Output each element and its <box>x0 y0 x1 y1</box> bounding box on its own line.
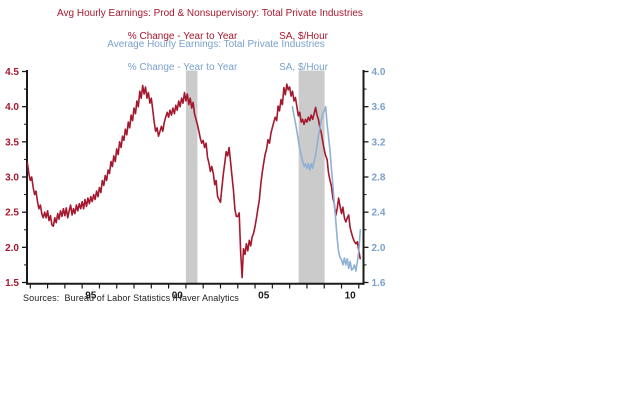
left-axis-tick-label: 3.5 <box>5 137 19 148</box>
right-axis-tick-label: 2.0 <box>372 243 386 254</box>
series1-subtitle-row: % Change - Year to Year <box>0 20 354 53</box>
series1-title: Avg Hourly Earnings: Prod & Nonsuperviso… <box>57 8 363 19</box>
right-axis-tick-label: 2.4 <box>372 208 386 219</box>
left-axis-tick-label: 4.5 <box>5 67 19 78</box>
series2-subtitle-units: SA, $/Hour <box>279 62 329 73</box>
series2-subtitle-units-row: SA, $/Hour <box>208 51 388 84</box>
source-note: Sources: Bureau of Labor Statistics /Hav… <box>23 293 239 303</box>
left-axis-tick-label: 2.0 <box>5 243 19 254</box>
series2-subtitle-change: % Change - Year to Year <box>127 62 238 73</box>
series1-subtitle-units-row: SA, $/Hour <box>208 20 388 53</box>
series2-title: Average Hourly Earnings: Total Private I… <box>107 39 325 50</box>
recession-band <box>185 70 198 284</box>
x-axis-tick-label: 95 <box>85 291 97 302</box>
left-axis-tick-label: 1.5 <box>5 278 19 289</box>
right-axis-tick-label: 4.0 <box>372 67 386 78</box>
right-axis-tick-label: 3.6 <box>372 102 386 113</box>
left-axis-tick-label: 3.0 <box>5 173 19 184</box>
series-line-total-private <box>291 105 362 272</box>
right-axis-tick-label: 2.8 <box>372 173 386 184</box>
x-axis-tick-label: 00 <box>172 291 184 302</box>
right-axis-tick-label: 1.6 <box>372 278 386 289</box>
left-axis-tick-label: 2.5 <box>5 208 19 219</box>
series-line-prod-nonsupervisory <box>26 83 362 279</box>
series1-subtitle-change: % Change - Year to Year <box>127 31 238 42</box>
left-axis-tick-label: 4.0 <box>5 102 19 113</box>
recession-band <box>298 70 325 284</box>
series2-subtitle-row: % Change - Year to Year <box>0 51 354 84</box>
right-axis-tick-label: 3.2 <box>372 137 386 148</box>
x-axis-tick-label: 10 <box>345 291 357 302</box>
x-axis-tick-label: 05 <box>258 291 270 302</box>
series1-subtitle-units: SA, $/Hour <box>279 31 329 42</box>
